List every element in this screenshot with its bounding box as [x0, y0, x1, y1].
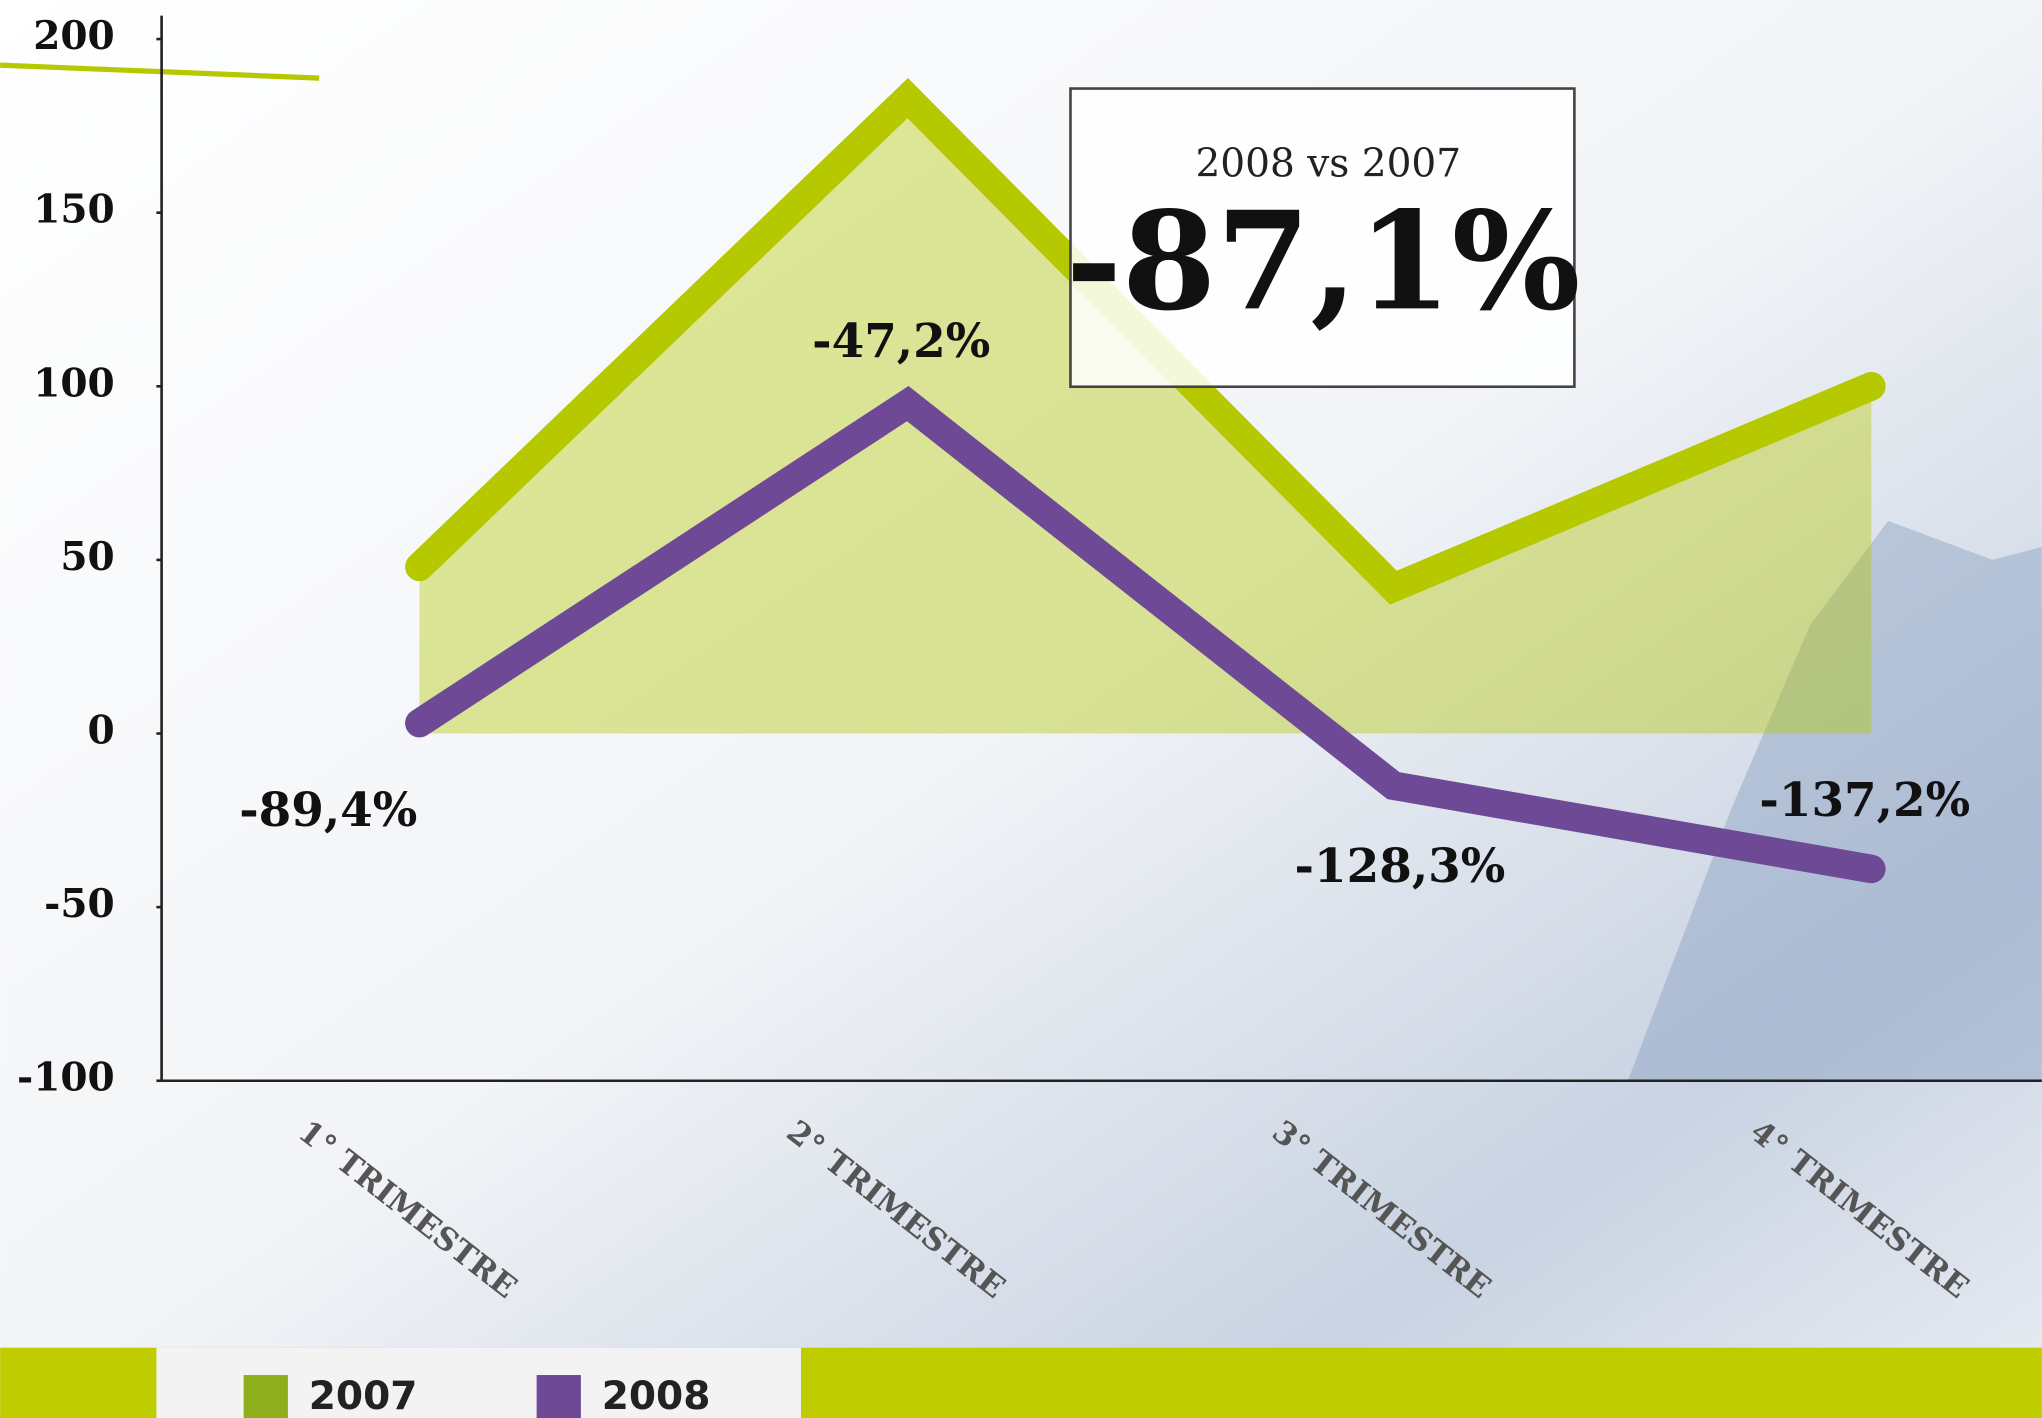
y-tick-label: 100 — [33, 360, 115, 406]
y-tick-label: -50 — [44, 881, 115, 927]
y-tick-label: -100 — [17, 1055, 115, 1101]
callout-subtitle: 2008 vs 2007 — [1195, 142, 1461, 187]
data-annotation: -89,4% — [239, 783, 417, 838]
y-tick-label: 50 — [60, 534, 114, 580]
data-annotation: -47,2% — [812, 314, 990, 369]
legend-label: 2008 — [602, 1374, 711, 1418]
legend-label: 2007 — [309, 1374, 418, 1418]
data-annotation: -137,2% — [1759, 773, 1970, 828]
y-tick-label: 200 — [33, 13, 115, 59]
page: -100-500501001502001° TRIMESTRE2° TRIMES… — [0, 0, 2042, 1418]
legend-swatch — [244, 1375, 288, 1418]
y-tick-label: 150 — [33, 187, 115, 233]
chart: -100-500501001502001° TRIMESTRE2° TRIMES… — [0, 0, 2042, 1418]
data-annotation: -128,3% — [1295, 839, 1506, 894]
y-tick-label: 0 — [88, 708, 115, 754]
legend-swatch — [537, 1375, 581, 1418]
callout-value: -87,1% — [1066, 181, 1581, 340]
